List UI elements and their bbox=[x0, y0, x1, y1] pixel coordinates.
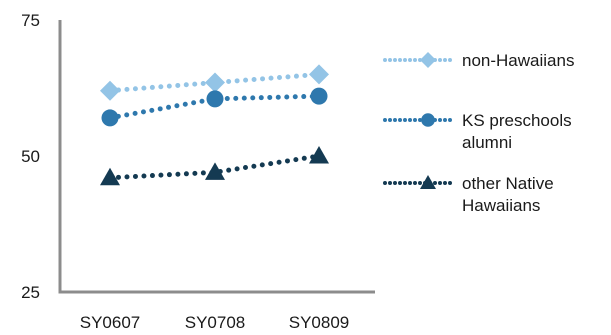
data-point bbox=[309, 146, 329, 164]
series-2 bbox=[100, 146, 329, 186]
legend-entry: KS preschools alumni bbox=[383, 111, 572, 152]
data-point bbox=[205, 162, 225, 180]
axes bbox=[58, 20, 375, 294]
data-point bbox=[206, 90, 224, 108]
data-point bbox=[309, 64, 329, 85]
data-point bbox=[205, 72, 225, 93]
legend-label-line: KS preschools bbox=[462, 111, 572, 130]
legend-marker bbox=[420, 52, 436, 68]
legend-entry: non-Hawaiians bbox=[383, 51, 574, 70]
y-tick-labels: 25 50 75 bbox=[21, 11, 40, 302]
data-point bbox=[100, 167, 120, 186]
data-point bbox=[310, 87, 328, 105]
legend-label-line: other Native bbox=[462, 174, 554, 193]
series-line bbox=[107, 93, 322, 121]
y-tick-label: 75 bbox=[21, 11, 40, 30]
series-group bbox=[100, 64, 329, 186]
legend: non-Hawaiians KS preschools alumni other Na… bbox=[383, 51, 574, 215]
x-tick-label: SY0607 bbox=[80, 313, 141, 332]
series-0 bbox=[100, 64, 329, 101]
x-tick-label: SY0809 bbox=[289, 313, 350, 332]
legend-entry: other Native Hawaiians bbox=[383, 174, 554, 215]
x-tick-labels: SY0607 SY0708 SY0809 bbox=[80, 313, 350, 332]
legend-label-line: alumni bbox=[462, 133, 512, 152]
y-tick-label: 50 bbox=[21, 147, 40, 166]
legend-marker bbox=[420, 175, 436, 189]
data-point bbox=[100, 80, 120, 101]
series-1 bbox=[101, 87, 328, 127]
legend-label-line: Hawaiians bbox=[462, 196, 540, 215]
data-point bbox=[101, 109, 119, 127]
legend-label: other Native Hawaiians bbox=[462, 174, 554, 215]
legend-label: non-Hawaiians bbox=[462, 51, 574, 70]
legend-label: KS preschools alumni bbox=[462, 111, 572, 152]
legend-label-line: non-Hawaiians bbox=[462, 51, 574, 70]
y-tick-label: 25 bbox=[21, 283, 40, 302]
series-line bbox=[107, 153, 322, 181]
x-tick-label: SY0708 bbox=[185, 313, 246, 332]
series-line bbox=[107, 71, 322, 94]
legend-marker bbox=[421, 113, 435, 127]
